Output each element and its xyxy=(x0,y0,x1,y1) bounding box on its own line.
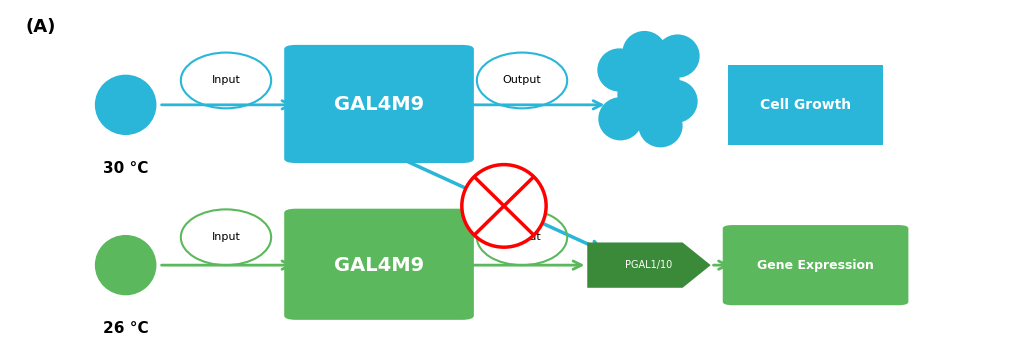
Ellipse shape xyxy=(462,164,546,247)
Text: 26 °C: 26 °C xyxy=(102,321,148,336)
Text: GAL4M9: GAL4M9 xyxy=(334,95,424,114)
Ellipse shape xyxy=(636,59,680,102)
Ellipse shape xyxy=(623,31,667,74)
Text: Input: Input xyxy=(212,76,241,85)
FancyBboxPatch shape xyxy=(728,65,884,145)
Text: Output: Output xyxy=(503,76,542,85)
Polygon shape xyxy=(588,242,711,288)
Ellipse shape xyxy=(655,34,699,78)
FancyBboxPatch shape xyxy=(285,209,474,320)
Text: Input: Input xyxy=(212,232,241,242)
Ellipse shape xyxy=(95,76,156,134)
FancyBboxPatch shape xyxy=(285,45,474,163)
Ellipse shape xyxy=(598,97,642,140)
Text: Gene Expression: Gene Expression xyxy=(757,258,874,272)
FancyBboxPatch shape xyxy=(723,225,908,305)
Text: PGAL1/10: PGAL1/10 xyxy=(626,260,673,270)
Text: Output: Output xyxy=(503,232,542,242)
Ellipse shape xyxy=(638,104,683,147)
Text: GAL4M9: GAL4M9 xyxy=(334,256,424,275)
Ellipse shape xyxy=(653,80,697,123)
Ellipse shape xyxy=(95,236,156,295)
Text: Cell Growth: Cell Growth xyxy=(760,98,851,112)
Ellipse shape xyxy=(597,48,641,91)
Text: (A): (A) xyxy=(26,18,55,36)
Text: 30 °C: 30 °C xyxy=(103,160,148,176)
Ellipse shape xyxy=(617,73,662,116)
